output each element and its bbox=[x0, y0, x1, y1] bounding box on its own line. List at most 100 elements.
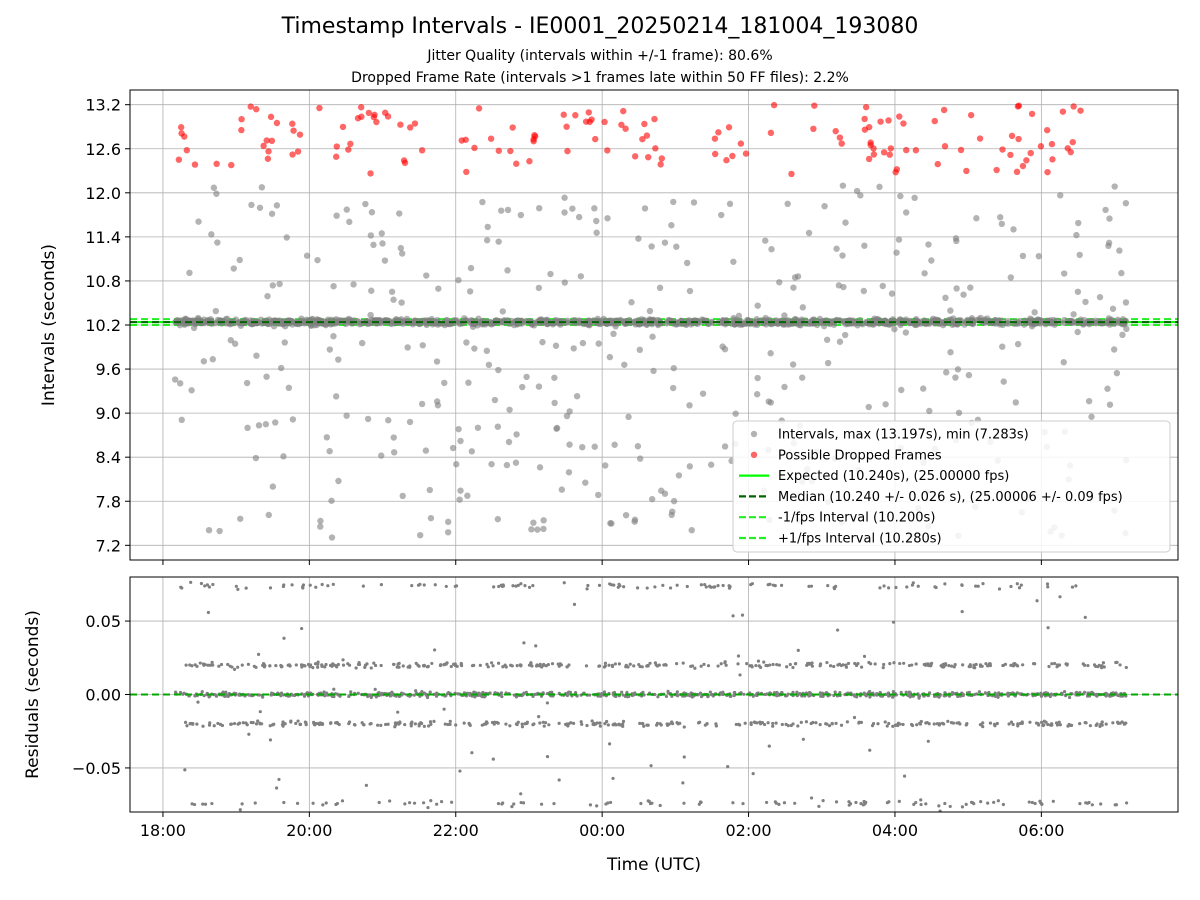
interval-point bbox=[213, 190, 220, 197]
residual-point bbox=[613, 722, 617, 726]
dropped-frame-point bbox=[723, 157, 730, 164]
interval-point bbox=[686, 287, 694, 295]
residual-point bbox=[534, 644, 538, 648]
residual-point bbox=[296, 719, 300, 723]
interval-point bbox=[821, 202, 828, 210]
residual-point bbox=[219, 662, 224, 667]
residual-point bbox=[833, 690, 837, 694]
residual-point bbox=[281, 720, 285, 724]
residual-point bbox=[514, 722, 519, 726]
residual-point bbox=[1060, 692, 1064, 697]
dropped-frame-point bbox=[264, 155, 272, 162]
interval-point bbox=[636, 346, 644, 354]
residual-point bbox=[901, 722, 905, 727]
residual-point bbox=[1028, 720, 1032, 724]
interval-point bbox=[650, 367, 657, 375]
residual-point bbox=[774, 721, 778, 725]
interval-point bbox=[483, 237, 491, 244]
residual-point bbox=[1016, 722, 1020, 726]
dropped-frame-point bbox=[1027, 149, 1034, 157]
interval-point bbox=[563, 412, 571, 420]
dropped-frame-point bbox=[737, 140, 745, 147]
interval-point bbox=[244, 424, 251, 432]
residual-point bbox=[777, 802, 781, 806]
residual-point bbox=[974, 662, 978, 667]
interval-point bbox=[688, 526, 695, 534]
residual-point bbox=[372, 661, 376, 665]
interval-point bbox=[535, 284, 543, 292]
residual-point bbox=[795, 690, 799, 694]
residual-point bbox=[810, 661, 814, 665]
dropped-frame-point bbox=[1077, 107, 1084, 114]
dropped-frame-point bbox=[471, 144, 478, 152]
residual-point bbox=[611, 776, 615, 781]
interval-point bbox=[1031, 309, 1038, 316]
dropped-frame-point bbox=[370, 113, 378, 121]
interval-point bbox=[335, 356, 342, 363]
residual-point bbox=[647, 799, 651, 804]
residual-point bbox=[1021, 663, 1025, 667]
residual-point bbox=[329, 721, 333, 725]
interval-point bbox=[539, 338, 546, 346]
dropped-frame-point bbox=[770, 101, 778, 109]
residual-point bbox=[625, 690, 629, 695]
residual-point bbox=[268, 664, 272, 668]
interval-point bbox=[857, 192, 864, 199]
interval-point bbox=[551, 374, 558, 381]
residual-point bbox=[189, 580, 193, 584]
residual-point bbox=[1033, 662, 1037, 666]
residual-point bbox=[210, 801, 214, 806]
residual-point bbox=[641, 722, 645, 726]
residual-point bbox=[659, 723, 663, 727]
interval-point bbox=[378, 452, 385, 459]
residual-point bbox=[508, 724, 512, 728]
residual-point bbox=[924, 721, 928, 725]
interval-point bbox=[911, 194, 918, 202]
interval-point bbox=[540, 517, 547, 524]
residual-point bbox=[392, 662, 396, 667]
interval-point bbox=[829, 319, 837, 326]
residual-point bbox=[750, 582, 754, 586]
residual-point bbox=[978, 723, 982, 727]
residual-point bbox=[448, 719, 452, 723]
residual-point bbox=[178, 690, 183, 695]
residual-point bbox=[898, 661, 902, 666]
interval-point bbox=[636, 455, 644, 462]
residual-point bbox=[221, 690, 225, 694]
residual-point bbox=[203, 802, 208, 806]
residual-point bbox=[347, 663, 352, 667]
interval-point bbox=[523, 373, 530, 381]
residual-point bbox=[308, 583, 312, 587]
residual-point bbox=[279, 663, 283, 668]
residual-point bbox=[1040, 802, 1044, 806]
interval-point bbox=[943, 369, 950, 376]
interval-point bbox=[1082, 298, 1089, 306]
residual-point bbox=[859, 720, 864, 725]
residual-point bbox=[545, 701, 550, 705]
residual-point bbox=[859, 802, 863, 806]
residual-point bbox=[1063, 689, 1067, 694]
residual-point bbox=[974, 584, 978, 588]
dropped-frame-point bbox=[620, 107, 627, 115]
residual-point bbox=[425, 665, 430, 669]
residual-point bbox=[468, 692, 472, 697]
residual-point bbox=[893, 723, 897, 727]
residual-point bbox=[294, 663, 298, 667]
residual-point bbox=[727, 584, 731, 588]
interval-point bbox=[396, 210, 403, 217]
residual-point bbox=[809, 584, 814, 588]
dropped-frame-point bbox=[880, 149, 888, 156]
residual-point bbox=[878, 586, 882, 590]
residual-point bbox=[818, 691, 823, 695]
residual-point bbox=[268, 586, 273, 590]
residual-point bbox=[236, 722, 240, 726]
interval-point bbox=[388, 288, 396, 295]
residual-point bbox=[947, 663, 951, 668]
residual-point bbox=[410, 584, 414, 588]
interval-point bbox=[805, 229, 813, 237]
residual-point bbox=[740, 613, 745, 617]
residual-point bbox=[749, 721, 753, 725]
dropped-frame-point bbox=[181, 133, 188, 140]
residual-point bbox=[341, 658, 345, 662]
residual-point bbox=[656, 695, 660, 699]
